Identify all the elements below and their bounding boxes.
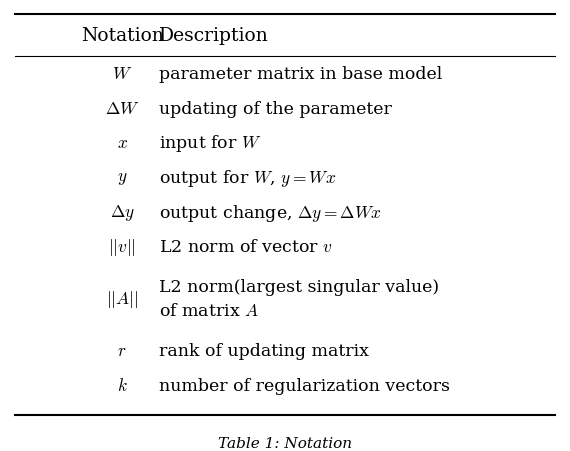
Text: $y$: $y$: [117, 170, 127, 186]
Text: input for $W$: input for $W$: [158, 133, 261, 154]
Text: $W$: $W$: [112, 66, 132, 83]
Text: $||v||$: $||v||$: [108, 237, 136, 258]
Text: number of regularization vectors: number of regularization vectors: [158, 377, 450, 394]
Text: Table 1: Notation: Table 1: Notation: [218, 436, 352, 450]
Text: $\Delta W$: $\Delta W$: [105, 100, 140, 117]
Text: $x$: $x$: [116, 135, 128, 152]
Text: parameter matrix in base model: parameter matrix in base model: [158, 66, 442, 83]
Text: $\Delta y$: $\Delta y$: [109, 202, 135, 222]
Text: $k$: $k$: [117, 377, 128, 394]
Text: L2 norm(largest singular value): L2 norm(largest singular value): [158, 279, 439, 296]
Text: $r$: $r$: [117, 342, 127, 359]
Text: output for $W$, $y = Wx$: output for $W$, $y = Wx$: [158, 167, 336, 189]
Text: rank of updating matrix: rank of updating matrix: [158, 342, 368, 359]
Text: output change, $\Delta y = \Delta Wx$: output change, $\Delta y = \Delta Wx$: [158, 202, 381, 223]
Text: updating of the parameter: updating of the parameter: [158, 100, 392, 117]
Text: $||A||$: $||A||$: [106, 289, 139, 309]
Text: of matrix $A$: of matrix $A$: [158, 302, 259, 319]
Text: Notation: Notation: [81, 27, 164, 45]
Text: Description: Description: [158, 27, 268, 45]
Text: L2 norm of vector $v$: L2 norm of vector $v$: [158, 239, 332, 256]
